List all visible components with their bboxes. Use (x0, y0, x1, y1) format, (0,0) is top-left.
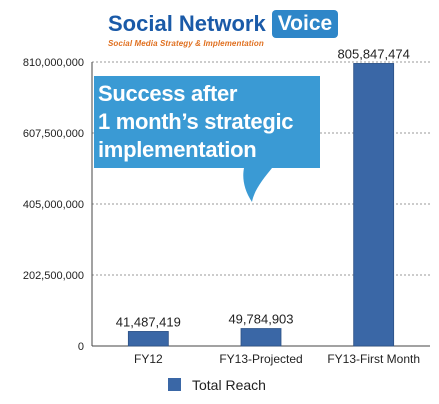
x-tick-label: FY13-First Month (327, 352, 420, 366)
callout-shape (94, 76, 320, 202)
callout-bubble (94, 76, 320, 202)
y-tick-label: 810,000,000 (23, 57, 84, 69)
callout-line-1: Success after (98, 81, 238, 106)
bar (240, 328, 282, 347)
data-label: 41,487,419 (116, 314, 181, 329)
bar (353, 63, 395, 347)
logo-main: Social Network Voice (108, 10, 339, 38)
callout-line-2: 1 month’s strategic (98, 109, 294, 134)
data-label: 49,784,903 (228, 312, 293, 327)
y-tick-label: 202,500,000 (23, 270, 84, 282)
callout-line-3: implementation (98, 137, 257, 162)
logo-accent: Voice (271, 10, 339, 38)
logo-tagline: Social Media Strategy & Implementation (108, 39, 264, 48)
callout-text: Success after 1 month’s strategic implem… (98, 80, 314, 164)
logo: Social Network Voice Social Media Strate… (108, 10, 339, 48)
y-tick-label: 0 (78, 341, 84, 353)
data-label: 805,847,474 (338, 46, 410, 61)
x-tick-label: FY12 (134, 352, 163, 366)
legend-label: Total Reach (192, 377, 266, 393)
y-tick-label: 405,000,000 (23, 199, 84, 211)
bar (127, 331, 169, 347)
legend-swatch (168, 378, 181, 391)
x-tick-label: FY13-Projected (219, 352, 302, 366)
logo-brand: Social Network (108, 11, 266, 36)
y-tick-label: 607,500,000 (23, 128, 84, 140)
